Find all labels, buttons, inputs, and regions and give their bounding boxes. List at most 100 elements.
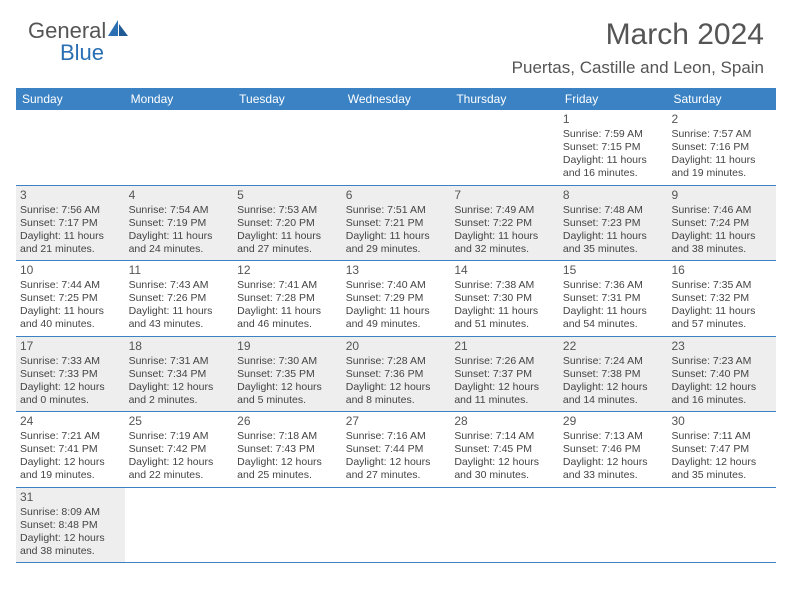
- sunset-line: Sunset: 7:16 PM: [671, 141, 772, 154]
- title-block: March 2024 Puertas, Castille and Leon, S…: [512, 18, 764, 78]
- day-number: 29: [563, 414, 664, 429]
- sunrise-line: Sunrise: 7:57 AM: [671, 128, 772, 141]
- sunset-line: Sunset: 8:48 PM: [20, 519, 121, 532]
- day-cell: [450, 488, 559, 563]
- sunset-line: Sunset: 7:43 PM: [237, 443, 338, 456]
- dow-header: Thursday: [450, 88, 559, 110]
- day-cell: 12Sunrise: 7:41 AMSunset: 7:28 PMDayligh…: [233, 261, 342, 336]
- daylight-line: Daylight: 11 hours and 19 minutes.: [671, 154, 772, 180]
- day-cell: 28Sunrise: 7:14 AMSunset: 7:45 PMDayligh…: [450, 412, 559, 487]
- brand-logo: General Blue: [28, 18, 130, 66]
- day-number: 24: [20, 414, 121, 429]
- sunset-line: Sunset: 7:20 PM: [237, 217, 338, 230]
- week-row: 24Sunrise: 7:21 AMSunset: 7:41 PMDayligh…: [16, 412, 776, 488]
- day-number: 3: [20, 188, 121, 203]
- sunrise-line: Sunrise: 7:31 AM: [129, 355, 230, 368]
- sunset-line: Sunset: 7:31 PM: [563, 292, 664, 305]
- day-cell: 7Sunrise: 7:49 AMSunset: 7:22 PMDaylight…: [450, 186, 559, 261]
- day-number: 22: [563, 339, 664, 354]
- sunset-line: Sunset: 7:45 PM: [454, 443, 555, 456]
- daylight-line: Daylight: 12 hours and 14 minutes.: [563, 381, 664, 407]
- daylight-line: Daylight: 12 hours and 0 minutes.: [20, 381, 121, 407]
- sunrise-line: Sunrise: 7:21 AM: [20, 430, 121, 443]
- week-row: 10Sunrise: 7:44 AMSunset: 7:25 PM Dayligh…: [16, 261, 776, 337]
- day-cell: 21Sunrise: 7:26 AMSunset: 7:37 PMDayligh…: [450, 337, 559, 412]
- sunrise-line: Sunrise: 7:51 AM: [346, 204, 447, 217]
- daylight-line: Daylight: 12 hours and 11 minutes.: [454, 381, 555, 407]
- day-number: 31: [20, 490, 121, 505]
- sunset-line: Sunset: 7:29 PM: [346, 292, 447, 305]
- sunrise-line: Sunrise: 7:54 AM: [129, 204, 230, 217]
- week-row: 3Sunrise: 7:56 AMSunset: 7:17 PMDaylight…: [16, 186, 776, 262]
- day-cell: 26Sunrise: 7:18 AMSunset: 7:43 PMDayligh…: [233, 412, 342, 487]
- sunrise-line: Sunrise: 7:41 AM: [237, 279, 338, 292]
- location-subtitle: Puertas, Castille and Leon, Spain: [512, 58, 764, 78]
- day-cell: 29Sunrise: 7:13 AMSunset: 7:46 PMDayligh…: [559, 412, 668, 487]
- day-number: 17: [20, 339, 121, 354]
- daylight-line: Daylight: 11 hours and 16 minutes.: [563, 154, 664, 180]
- day-number: 7: [454, 188, 555, 203]
- sail-icon: [108, 18, 130, 44]
- day-cell: 6Sunrise: 7:51 AMSunset: 7:21 PMDaylight…: [342, 186, 451, 261]
- day-cell: [233, 110, 342, 185]
- day-cell: [667, 488, 776, 563]
- day-number: 8: [563, 188, 664, 203]
- sunset-line: Sunset: 7:47 PM: [671, 443, 772, 456]
- daylight-line: Daylight: 12 hours and 16 minutes.: [671, 381, 772, 407]
- daylight-line: Daylight: 12 hours and 22 minutes.: [129, 456, 230, 482]
- sunset-line: Sunset: 7:21 PM: [346, 217, 447, 230]
- day-cell: [233, 488, 342, 563]
- sunrise-line: Sunrise: 7:28 AM: [346, 355, 447, 368]
- sunset-line: Sunset: 7:17 PM: [20, 217, 121, 230]
- sunset-line: Sunset: 7:36 PM: [346, 368, 447, 381]
- daylight-line: Daylight: 12 hours and 25 minutes.: [237, 456, 338, 482]
- sunset-line: Sunset: 7:25 PM: [20, 292, 121, 305]
- day-cell: 3Sunrise: 7:56 AMSunset: 7:17 PMDaylight…: [16, 186, 125, 261]
- day-cell: 13Sunrise: 7:40 AMSunset: 7:29 PMDayligh…: [342, 261, 451, 336]
- sunset-line: Sunset: 7:46 PM: [563, 443, 664, 456]
- daylight-line: Daylight: 11 hours and 54 minutes.: [563, 305, 664, 331]
- day-number: 10: [20, 263, 121, 278]
- day-number: 4: [129, 188, 230, 203]
- daylight-line: Daylight: 12 hours and 19 minutes.: [20, 456, 121, 482]
- sunrise-line: Sunrise: 7:44 AM: [20, 279, 121, 292]
- sunrise-line: Sunrise: 7:16 AM: [346, 430, 447, 443]
- daylight-line: Daylight: 12 hours and 33 minutes.: [563, 456, 664, 482]
- sunset-line: Sunset: 7:23 PM: [563, 217, 664, 230]
- day-cell: 8Sunrise: 7:48 AMSunset: 7:23 PMDaylight…: [559, 186, 668, 261]
- daylight-line: Daylight: 11 hours and 43 minutes.: [129, 305, 230, 331]
- daylight-line: Daylight: 11 hours and 35 minutes.: [563, 230, 664, 256]
- sunrise-line: Sunrise: 7:13 AM: [563, 430, 664, 443]
- day-number: 30: [671, 414, 772, 429]
- day-number: 15: [563, 263, 664, 278]
- day-cell: [559, 488, 668, 563]
- week-row: 31Sunrise: 8:09 AMSunset: 8:48 PMDayligh…: [16, 488, 776, 564]
- day-number: 2: [671, 112, 772, 127]
- day-cell: 31Sunrise: 8:09 AMSunset: 8:48 PMDayligh…: [16, 488, 125, 563]
- day-number: 9: [671, 188, 772, 203]
- day-number: 25: [129, 414, 230, 429]
- daylight-line: Daylight: 12 hours and 27 minutes.: [346, 456, 447, 482]
- daylight-line: Daylight: 11 hours and 38 minutes.: [671, 230, 772, 256]
- day-number: 18: [129, 339, 230, 354]
- sunrise-line: Sunrise: 7:23 AM: [671, 355, 772, 368]
- sunrise-line: Sunrise: 7:43 AM: [129, 279, 230, 292]
- daylight-line: Daylight: 12 hours and 2 minutes.: [129, 381, 230, 407]
- sunrise-line: Sunrise: 7:18 AM: [237, 430, 338, 443]
- sunrise-line: Sunrise: 7:26 AM: [454, 355, 555, 368]
- sunset-line: Sunset: 7:22 PM: [454, 217, 555, 230]
- sunset-line: Sunset: 7:34 PM: [129, 368, 230, 381]
- day-cell: 14Sunrise: 7:38 AMSunset: 7:30 PMDayligh…: [450, 261, 559, 336]
- day-number: 1: [563, 112, 664, 127]
- day-number: 12: [237, 263, 338, 278]
- header: General Blue March 2024 Puertas, Castill…: [0, 0, 792, 82]
- day-cell: 17Sunrise: 7:33 AMSunset: 7:33 PMDayligh…: [16, 337, 125, 412]
- daylight-line: Daylight: 11 hours and 46 minutes.: [237, 305, 338, 331]
- sunrise-line: Sunrise: 7:49 AM: [454, 204, 555, 217]
- day-cell: 25Sunrise: 7:19 AMSunset: 7:42 PMDayligh…: [125, 412, 234, 487]
- daylight-line: Daylight: 12 hours and 30 minutes.: [454, 456, 555, 482]
- day-cell: 22Sunrise: 7:24 AMSunset: 7:38 PMDayligh…: [559, 337, 668, 412]
- sunset-line: Sunset: 7:28 PM: [237, 292, 338, 305]
- sunset-line: Sunset: 7:24 PM: [671, 217, 772, 230]
- sunset-line: Sunset: 7:30 PM: [454, 292, 555, 305]
